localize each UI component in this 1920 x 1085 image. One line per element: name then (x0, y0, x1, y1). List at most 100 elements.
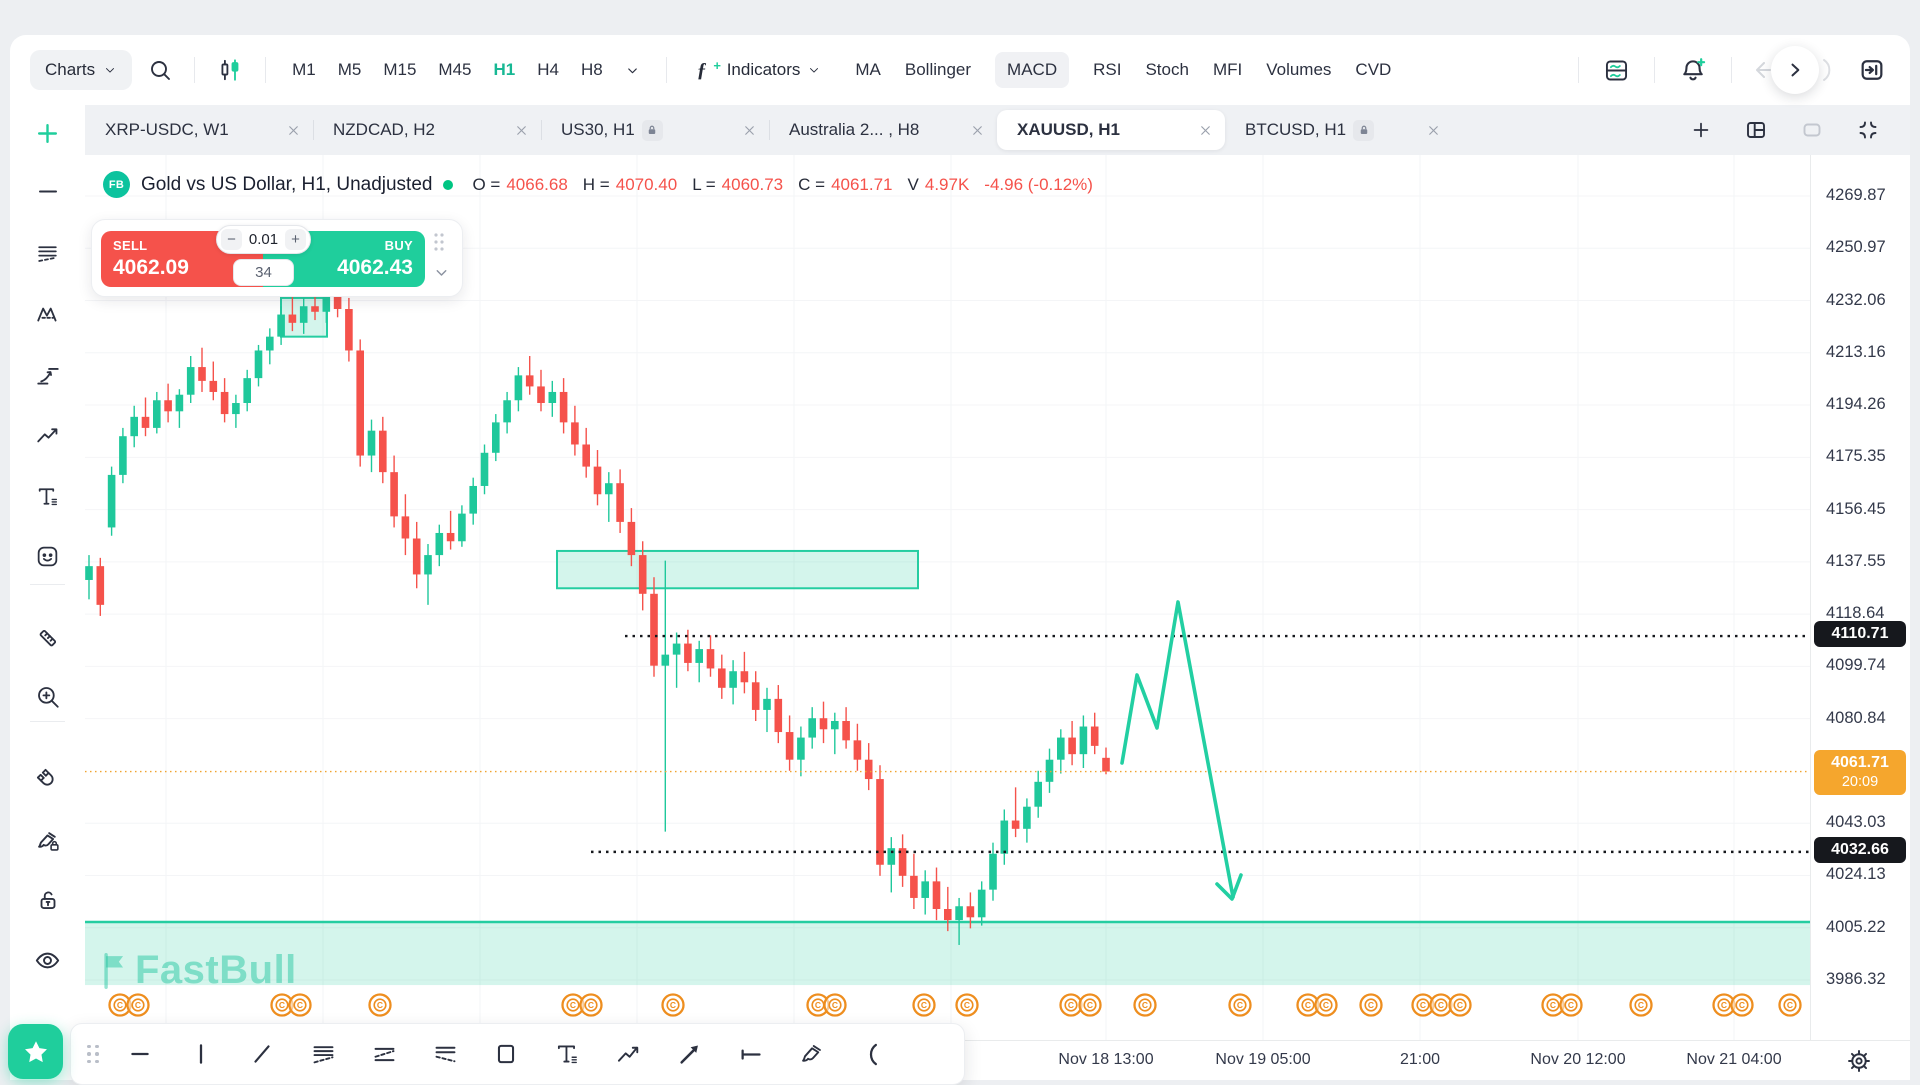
rectangle-tool[interactable] (480, 1032, 532, 1076)
event-marker-icon[interactable]: C (1448, 993, 1472, 1017)
lot-size-value[interactable]: 0.01 (248, 231, 279, 248)
chart-settings-button[interactable] (1840, 1047, 1878, 1075)
tab-us30[interactable]: US30, H1 (541, 105, 769, 155)
lines-preset-3-tool[interactable] (419, 1032, 471, 1076)
indicator-stoch[interactable]: Stoch (1145, 60, 1189, 79)
timeframe-h4[interactable]: H4 (537, 60, 559, 79)
zone[interactable] (557, 550, 918, 589)
brush-tool[interactable] (785, 1032, 837, 1076)
event-marker-icon[interactable]: C (1712, 993, 1736, 1017)
collapse-panel-button[interactable] (1854, 52, 1890, 88)
event-marker-icon[interactable]: C (661, 993, 685, 1017)
indicator-rsi[interactable]: RSI (1093, 60, 1122, 79)
projection-tool[interactable] (28, 356, 68, 396)
text-tool[interactable] (541, 1032, 593, 1076)
chart-area[interactable]: C C C C C C C C C C C C C C C C C C C C C C C C C C C C FB Gold vs … (85, 155, 1910, 1080)
tab-btcusd[interactable]: BTCUSD, H1 (1225, 105, 1453, 155)
emoji-tool[interactable] (28, 536, 68, 576)
tab-nzdcad[interactable]: NZDCAD, H2 (313, 105, 541, 155)
measure-tool[interactable] (28, 618, 68, 658)
new-tab-button[interactable] (1686, 115, 1716, 145)
price-axis[interactable]: 4110.71 4061.71 20:09 4032.66 4269.87 425… (1810, 155, 1910, 1040)
indicator-ma[interactable]: MA (855, 60, 881, 79)
close-tab-icon[interactable] (1198, 123, 1213, 138)
event-marker-icon[interactable]: C (1228, 993, 1252, 1017)
parallel-lines-tool[interactable] (28, 233, 68, 273)
alerts-button[interactable] (1675, 52, 1711, 88)
charts-menu-button[interactable]: Charts (30, 50, 133, 90)
close-tab-icon[interactable] (514, 123, 529, 138)
arrow-marker-tool[interactable] (663, 1032, 715, 1076)
arc-tool[interactable] (846, 1032, 898, 1076)
indicator-volumes[interactable]: Volumes (1266, 60, 1332, 79)
event-marker-icon[interactable]: C (1359, 993, 1383, 1017)
timeframe-m15[interactable]: M15 (383, 60, 417, 79)
single-layout-button[interactable] (1796, 114, 1828, 146)
decrease-lot-button[interactable]: − (221, 229, 242, 250)
increase-lot-button[interactable]: + (284, 229, 306, 250)
close-tab-icon[interactable] (970, 123, 985, 138)
event-marker-icon[interactable]: C (1559, 993, 1583, 1017)
hide-drawings-tool[interactable] (28, 940, 68, 980)
refresh-arc-icon[interactable] (1822, 54, 1838, 86)
event-marker-icon[interactable]: C (912, 993, 936, 1017)
timeframe-h1[interactable]: H1 (493, 60, 516, 79)
trend-line-tool[interactable] (28, 171, 68, 211)
indicator-cvd[interactable]: CVD (1355, 60, 1392, 79)
timeframe-m1[interactable]: M1 (292, 60, 316, 79)
diagonal-line-tool[interactable] (236, 1032, 288, 1076)
timeframe-m45[interactable]: M45 (438, 60, 472, 79)
add-drawing-button[interactable] (28, 113, 68, 153)
multi-chart-layout-button[interactable] (1599, 53, 1634, 88)
horizontal-line-tool[interactable] (114, 1032, 166, 1076)
indicators-button[interactable]: ƒ + Indicators (691, 58, 828, 83)
event-marker-icon[interactable]: C (1629, 993, 1653, 1017)
ray-tool[interactable] (724, 1032, 776, 1076)
event-marker-icon[interactable]: C (1059, 993, 1083, 1017)
collapse-view-button[interactable] (1852, 114, 1884, 146)
wave-pattern-tool[interactable] (28, 294, 68, 334)
widget-collapse-button[interactable] (433, 264, 450, 281)
forward-button[interactable] (1771, 46, 1819, 94)
indicator-macd[interactable]: MACD (995, 52, 1070, 88)
trend-arrow-tool[interactable] (28, 416, 68, 456)
event-marker-icon[interactable]: C (1411, 993, 1435, 1017)
event-marker-icon[interactable]: C (1429, 993, 1453, 1017)
vertical-line-tool[interactable] (175, 1032, 227, 1076)
event-marker-icon[interactable]: C (1078, 993, 1102, 1017)
lines-preset-1-tool[interactable] (297, 1032, 349, 1076)
projection-path[interactable] (1120, 600, 1235, 899)
event-marker-icon[interactable]: C (1133, 993, 1157, 1017)
zoom-in-tool[interactable] (28, 677, 68, 717)
close-tab-icon[interactable] (1426, 123, 1441, 138)
widget-drag-handle[interactable] (432, 232, 446, 252)
event-marker-icon[interactable]: C (1778, 993, 1802, 1017)
tab-xauusd-active[interactable]: XAUUSD, H1 (997, 110, 1225, 150)
text-tool[interactable] (28, 476, 68, 516)
event-marker-icon[interactable]: C (806, 993, 830, 1017)
unlock-all-tool[interactable] (28, 880, 68, 920)
layout-grid-button[interactable] (1740, 114, 1772, 146)
close-tab-icon[interactable] (742, 123, 757, 138)
zigzag-arrow-tool[interactable] (602, 1032, 654, 1076)
toolbar-drag-handle[interactable] (87, 1044, 99, 1064)
tab-xrp-usdc[interactable]: XRP-USDC, W1 (85, 105, 313, 155)
tab-australia-200[interactable]: Australia 2... , H8 (769, 105, 997, 155)
indicator-bollinger[interactable]: Bollinger (904, 60, 972, 79)
indicator-mfi[interactable]: MFI (1212, 60, 1243, 79)
timeframe-m5[interactable]: M5 (337, 60, 362, 79)
zone[interactable] (85, 922, 1810, 986)
event-marker-icon[interactable]: C (955, 993, 979, 1017)
magnet-tool[interactable] (28, 760, 68, 800)
lines-preset-2-tool[interactable] (358, 1032, 410, 1076)
event-marker-icon[interactable]: C (288, 993, 312, 1017)
event-marker-icon[interactable]: C (1730, 993, 1754, 1017)
favorites-toolbar-button[interactable] (8, 1024, 63, 1079)
symbol-title[interactable]: Gold vs US Dollar, H1, Unadjusted (141, 173, 433, 195)
symbol-search-button[interactable] (144, 54, 176, 86)
drawing-lock-tool[interactable] (28, 820, 68, 860)
event-marker-icon[interactable]: C (579, 993, 603, 1017)
event-marker-icon[interactable]: C (368, 993, 392, 1017)
timeframe-more-chevron-icon[interactable] (625, 63, 640, 78)
